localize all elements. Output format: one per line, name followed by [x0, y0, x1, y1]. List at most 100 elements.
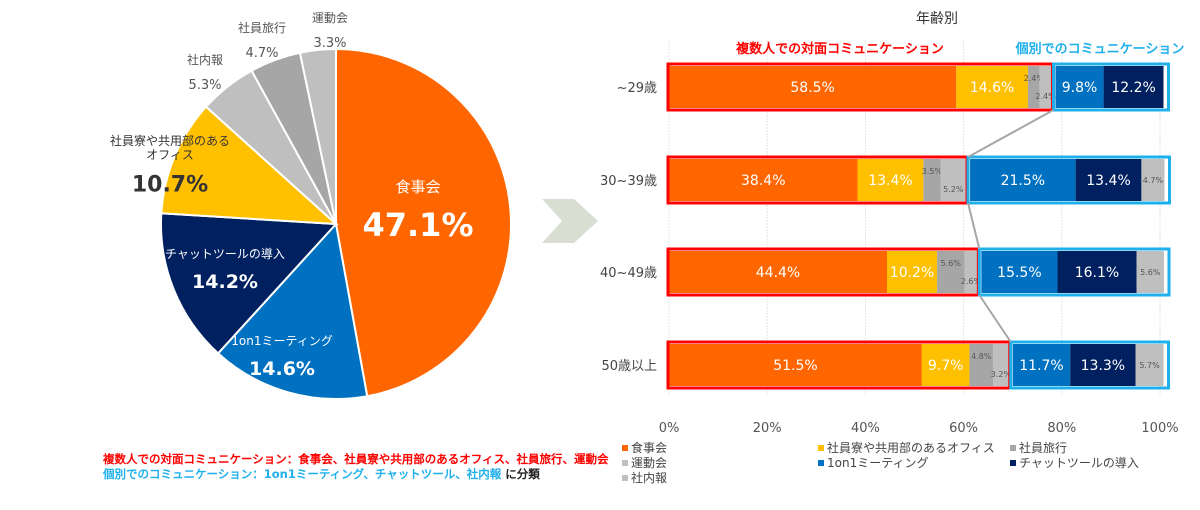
- bar-segment: [887, 251, 938, 293]
- bar-value-label: 5.6%: [1140, 268, 1161, 277]
- bar-value-label: 13.3%: [1081, 358, 1125, 374]
- y-tick-label: 50歳以上: [601, 359, 657, 374]
- x-tick-label: 80%: [1047, 421, 1076, 436]
- bar-value-label: 5.7%: [1139, 361, 1160, 370]
- bar-value-label: 15.5%: [997, 265, 1041, 281]
- bar-segment: [1075, 159, 1142, 201]
- legend-swatch: [622, 445, 628, 451]
- bar-segment: [1135, 344, 1164, 386]
- bar-segment: [993, 344, 1009, 386]
- pie-value-label: 3.3%: [313, 36, 346, 51]
- bar-segment: [981, 251, 1058, 293]
- pie-value-label: 14.2%: [192, 271, 258, 293]
- bar-value-label: 21.5%: [1001, 173, 1045, 189]
- connector-line: [967, 202, 981, 250]
- bar-segment: [1055, 66, 1104, 108]
- group-label-face-to-face: 複数人での対面コミュニケーション: [735, 41, 944, 57]
- bar-segment: [940, 159, 967, 201]
- pie-slice-label: 社内報: [187, 52, 223, 67]
- pie-slice: [216, 221, 369, 400]
- arrow-icon: [542, 199, 598, 243]
- bar-value-label: 13.4%: [1086, 173, 1130, 189]
- y-tick-label: 40~49歳: [600, 266, 657, 281]
- pie-slice-label: 1on1ミーティング: [231, 334, 333, 348]
- bar-segment: [937, 251, 965, 293]
- classification-note-individual: 個別でのコミュニケーション：1on1ミーティング、チャットツール、社内報 に分類: [103, 466, 540, 482]
- bar-segment: [1027, 66, 1040, 108]
- bar-value-label: 58.5%: [790, 80, 834, 96]
- legend-label: 食事会: [631, 440, 667, 455]
- legend-label: 1on1ミーティング: [827, 456, 929, 470]
- bar-value-label: 12.2%: [1111, 80, 1155, 96]
- legend-swatch: [622, 475, 628, 481]
- chart-title: 年齢別: [916, 11, 958, 27]
- group-label-individual: 個別でのコミュニケーション: [1015, 41, 1185, 57]
- bar-segment: [669, 159, 858, 201]
- bar-value-label: 4.8%: [971, 352, 992, 361]
- bar-value-label: 3.2%: [991, 370, 1012, 379]
- legend-label: 社員寮や共用部のあるオフィス: [827, 440, 995, 455]
- bar-value-label: 2.6%: [961, 277, 982, 286]
- bar-value-label: 5.6%: [941, 259, 962, 268]
- bar-segment: [923, 159, 941, 201]
- bar-value-label: 14.6%: [970, 80, 1014, 96]
- bar-value-label: 2.4%: [1024, 74, 1045, 83]
- x-tick-label: 60%: [949, 421, 978, 436]
- connector-line: [978, 294, 1012, 343]
- pie-value-label: 10.7%: [132, 173, 208, 198]
- connector-line: [967, 109, 1054, 158]
- bar-segment: [969, 344, 994, 386]
- bar-value-label: 5.2%: [943, 185, 964, 194]
- legend-label: 社員旅行: [1019, 440, 1067, 455]
- legend-label: 社内報: [631, 470, 667, 485]
- bar-value-label: 4.7%: [1143, 176, 1164, 185]
- legend-label: チャットツールの導入: [1019, 456, 1139, 470]
- y-tick-label: ~29歳: [617, 81, 657, 96]
- pie-value-label: 47.1%: [362, 206, 473, 244]
- bar-value-label: 11.7%: [1019, 358, 1063, 374]
- bar-value-label: 3.5%: [922, 167, 943, 176]
- bar-segment: [1141, 159, 1165, 201]
- pie-chart: 食事会 47.1% 1on1ミーティング 14.6% チャットツールの導入 14.2% 社員…: [110, 11, 512, 400]
- pie-slice: [160, 105, 339, 226]
- individual-group-box: [1009, 340, 1171, 390]
- legend-swatch: [622, 460, 628, 466]
- bar-segment: [669, 66, 957, 108]
- legend-swatch: [1010, 460, 1016, 466]
- pie-value-label: 5.3%: [188, 78, 221, 93]
- bar-value-label: 51.5%: [773, 358, 817, 374]
- legend-swatch: [818, 460, 824, 466]
- bar-value-label: 38.4%: [741, 173, 785, 189]
- pie-slice: [298, 47, 337, 225]
- legend-swatch: [1010, 445, 1016, 451]
- bar-value-label: 9.8%: [1062, 80, 1098, 96]
- bar-segment: [1136, 251, 1164, 293]
- bar-segment: [669, 251, 888, 293]
- bar-value-label: 2.4%: [1035, 92, 1056, 101]
- classification-note-suffix: に分類: [501, 467, 540, 481]
- individual-group-box: [1051, 62, 1171, 112]
- pie-value-label: 4.7%: [245, 46, 278, 61]
- bar-segment: [1070, 344, 1136, 386]
- bar-segment: [956, 66, 1028, 108]
- stacked-bar-chart: 年齢別 0% 20% 40% 60% 80% 100% 複数人での対面コミュニケーション 個別で…: [600, 11, 1185, 485]
- bar-segment: [970, 159, 1076, 201]
- individual-group-box: [977, 247, 1171, 297]
- pie-slice: [160, 212, 339, 355]
- bar-segment: [1012, 344, 1071, 386]
- x-tick-label: 20%: [753, 421, 782, 436]
- bar-segment: [1103, 66, 1164, 108]
- bar-segment: [857, 159, 924, 201]
- bar-segment: [964, 251, 978, 293]
- legend-swatch: [818, 445, 824, 451]
- pie-slice-label: 社員旅行: [238, 20, 286, 35]
- bar-value-label: 10.2%: [890, 265, 934, 281]
- bar-value-label: 9.7%: [928, 358, 964, 374]
- y-tick-label: 30~39歳: [600, 174, 657, 189]
- bar-segment: [669, 344, 922, 386]
- x-tick-label: 0%: [659, 421, 680, 436]
- pie-slice-label: オフィス: [146, 148, 194, 162]
- legend-label: 運動会: [631, 456, 667, 470]
- pie-slice-label: 運動会: [312, 11, 348, 25]
